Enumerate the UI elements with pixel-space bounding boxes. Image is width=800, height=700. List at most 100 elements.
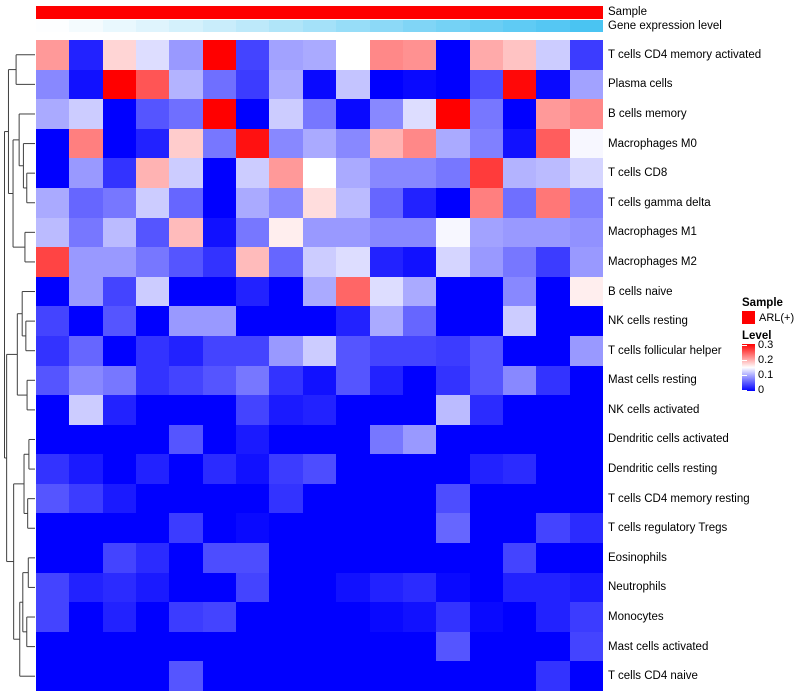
heatmap-cell [536, 276, 570, 307]
heatmap-cell [36, 395, 70, 425]
heatmap-cell [269, 128, 303, 159]
heatmap-cell [202, 99, 237, 129]
heatmap-cell [169, 631, 203, 662]
annotation-sample-label: Sample [608, 6, 647, 18]
heatmap-cell [36, 424, 70, 455]
heatmap-cell [302, 276, 337, 307]
heatmap-cell [436, 602, 470, 632]
heatmap-grid [36, 40, 603, 691]
heatmap-cell [569, 306, 603, 336]
heatmap-cell [336, 454, 370, 484]
heatmap-cell [302, 572, 337, 603]
heatmap-cell [136, 424, 170, 455]
heatmap-cell [536, 365, 570, 396]
heatmap-cell [436, 306, 470, 336]
heatmap-cell [102, 335, 137, 366]
gene-expression-annotation-cell [336, 20, 370, 32]
heatmap-cell [336, 158, 370, 188]
level-colorbar-wrap: 0.3 0.2 0.1 0 [742, 339, 800, 396]
heatmap-cell [536, 424, 570, 455]
annotation-gene-expression-bar [36, 20, 603, 32]
heatmap-cell [469, 187, 503, 218]
heatmap-cell [402, 424, 437, 455]
heatmap-cell [536, 40, 570, 70]
row-label: B cells memory [608, 107, 687, 120]
heatmap-cell [302, 99, 337, 129]
heatmap-cell [536, 335, 570, 366]
heatmap-cell [136, 69, 170, 100]
heatmap-cell [69, 99, 103, 129]
colorbar-tick-label: 0.3 [758, 339, 774, 351]
heatmap-cell [402, 602, 437, 632]
heatmap-cell [302, 306, 337, 336]
heatmap-cell [269, 335, 303, 366]
heatmap-cell [69, 572, 103, 603]
heatmap-cell [36, 306, 70, 336]
heatmap-cell [369, 69, 403, 100]
heatmap-cell [402, 158, 437, 188]
heatmap-cell [369, 335, 403, 366]
heatmap-cell [202, 158, 237, 188]
colorbar-tick [742, 390, 747, 391]
heatmap-cell [36, 365, 70, 396]
heatmap-cell [536, 247, 570, 277]
row-label: T cells CD4 memory activated [608, 48, 762, 61]
heatmap-cell [402, 306, 437, 336]
heatmap-cell [69, 40, 103, 70]
colorbar-tick-label: 0.2 [758, 354, 774, 366]
heatmap-cell [402, 128, 437, 159]
heatmap-cell [469, 454, 503, 484]
heatmap-cell [236, 483, 270, 514]
heatmap-cell [569, 572, 603, 603]
row-label: T cells gamma delta [608, 196, 711, 209]
heatmap-cell [169, 454, 203, 484]
gene-expression-annotation-cell [469, 20, 503, 32]
heatmap-cell [369, 572, 403, 603]
heatmap-cell [202, 40, 237, 70]
heatmap-cell [502, 306, 537, 336]
heatmap-cell [402, 661, 437, 691]
heatmap-cell [36, 543, 70, 573]
heatmap-cell [269, 454, 303, 484]
gene-expression-annotation-cell [169, 20, 203, 32]
heatmap-cell [102, 395, 137, 425]
heatmap-cell [469, 543, 503, 573]
heatmap-cell [236, 661, 270, 691]
heatmap-cell [269, 661, 303, 691]
heatmap-cell [502, 335, 537, 366]
heatmap-cell [469, 395, 503, 425]
heatmap-cell [336, 187, 370, 218]
heatmap-cell [269, 247, 303, 277]
row-label: Dendritic cells resting [608, 463, 718, 476]
heatmap-cell [36, 40, 70, 70]
heatmap-cell [202, 247, 237, 277]
heatmap-cell [502, 572, 537, 603]
heatmap-cell [536, 602, 570, 632]
row-label: T cells CD4 naive [608, 670, 698, 683]
heatmap-cell [36, 602, 70, 632]
heatmap-cell [536, 661, 570, 691]
heatmap-cell [236, 513, 270, 544]
heatmap-cell [136, 365, 170, 396]
heatmap-cell [236, 276, 270, 307]
heatmap-cell [269, 513, 303, 544]
heatmap-cell [436, 424, 470, 455]
heatmap-cell [369, 40, 403, 70]
row-label: Eosinophils [608, 551, 667, 564]
heatmap-cell [269, 543, 303, 573]
heatmap-cell [536, 128, 570, 159]
heatmap-cell [36, 661, 70, 691]
heatmap-cell [302, 483, 337, 514]
heatmap-cell [169, 572, 203, 603]
heatmap-cell [136, 247, 170, 277]
row-label: NK cells resting [608, 315, 688, 328]
heatmap-cell [169, 661, 203, 691]
row-label: B cells naive [608, 285, 673, 298]
heatmap-cell [402, 395, 437, 425]
row-label: Mast cells resting [608, 374, 697, 387]
heatmap-cell [436, 454, 470, 484]
heatmap-cell [436, 631, 470, 662]
heatmap-cell [336, 513, 370, 544]
heatmap-cell [536, 306, 570, 336]
heatmap-cell [169, 424, 203, 455]
